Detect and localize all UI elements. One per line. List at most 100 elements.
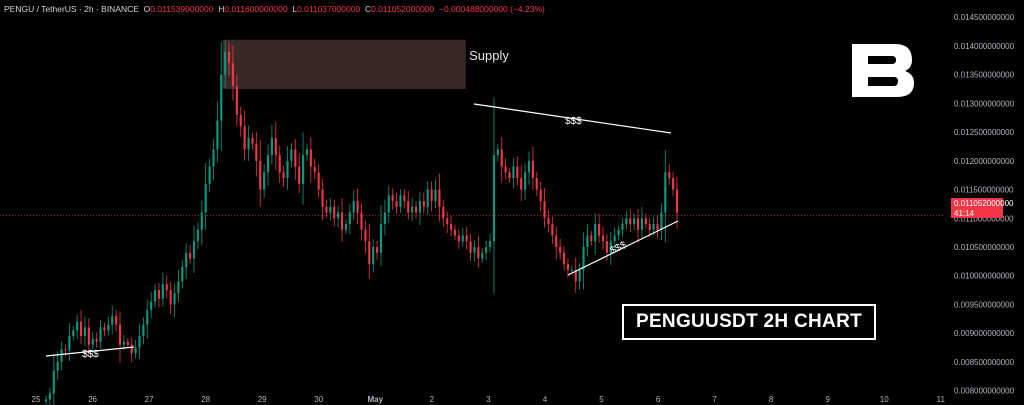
candle-body[interactable] [566, 264, 570, 270]
candle-body[interactable] [247, 137, 250, 150]
candle-body[interactable] [531, 160, 534, 179]
candle-body[interactable] [543, 201, 546, 219]
candle-body[interactable] [617, 229, 620, 236]
candle-body[interactable] [340, 212, 344, 230]
candle-body[interactable] [520, 178, 523, 190]
candle-body[interactable] [675, 189, 679, 213]
candle-body[interactable] [426, 189, 429, 207]
candle-body[interactable] [644, 218, 647, 225]
trendline-left-liquidity[interactable] [45, 346, 135, 357]
candle-body[interactable] [590, 235, 593, 242]
candle-body[interactable] [485, 247, 488, 253]
candle-body[interactable] [376, 247, 379, 253]
candle-body[interactable] [134, 347, 137, 354]
candle-body[interactable] [99, 327, 102, 342]
candle-body[interactable] [278, 155, 281, 173]
candle-body[interactable] [282, 172, 285, 179]
candle-body[interactable] [270, 137, 273, 156]
candle-body[interactable] [465, 235, 468, 242]
candle-body[interactable] [586, 235, 589, 248]
candle-body[interactable] [488, 241, 492, 248]
candle-body[interactable] [562, 252, 566, 265]
candle-body[interactable] [208, 166, 211, 184]
candle-body[interactable] [274, 137, 277, 156]
candle-body[interactable] [177, 281, 180, 293]
candle-body[interactable] [169, 290, 172, 305]
candle-body[interactable] [524, 172, 527, 190]
candle-body[interactable] [72, 330, 75, 337]
candle-body[interactable] [403, 195, 406, 202]
candle-body[interactable] [302, 155, 305, 184]
candle-body[interactable] [231, 63, 235, 87]
candle-body[interactable] [648, 224, 651, 230]
candle-body[interactable] [578, 270, 581, 282]
candle-body[interactable] [364, 229, 367, 242]
candle-body[interactable] [337, 212, 340, 219]
candle-body[interactable] [450, 224, 453, 230]
candle-body[interactable] [372, 247, 375, 265]
candle-body[interactable] [189, 252, 192, 259]
candle-body[interactable] [115, 315, 118, 325]
candle-body[interactable] [625, 218, 628, 225]
candle-body[interactable] [391, 195, 394, 202]
candle-body[interactable] [118, 324, 122, 345]
candle-body[interactable] [251, 137, 254, 144]
candle-body[interactable] [461, 235, 464, 242]
candle-body[interactable] [146, 310, 149, 325]
candle-body[interactable] [559, 247, 562, 253]
candle-body[interactable] [594, 224, 597, 242]
candle-body[interactable] [352, 201, 355, 213]
candle-body[interactable] [325, 206, 328, 213]
candle-body[interactable] [204, 183, 207, 213]
candle-body[interactable] [153, 290, 157, 302]
candle-body[interactable] [107, 324, 110, 331]
candle-body[interactable] [212, 149, 215, 167]
candle-body[interactable] [68, 336, 71, 351]
candle-body[interactable] [621, 224, 624, 230]
candle-body[interactable] [305, 149, 309, 156]
candle-body[interactable] [227, 51, 231, 64]
candle-body[interactable] [442, 206, 445, 219]
candle-body[interactable] [418, 201, 421, 213]
candle-body[interactable] [605, 241, 608, 253]
candle-body[interactable] [656, 224, 659, 230]
candle-body[interactable] [414, 206, 418, 213]
candle-body[interactable] [504, 166, 507, 173]
candle-body[interactable] [344, 224, 347, 230]
candle-body[interactable] [259, 160, 262, 190]
price-axis[interactable]: 0.014500000000 0.014000000000 0.0135000000… [954, 13, 1015, 395]
time-axis[interactable]: 25 26 27 28 29 30 May 2 3 4 5 6 7 8 9 10 11 [32, 395, 946, 404]
candle-body[interactable] [547, 218, 550, 225]
candle-body[interactable] [56, 361, 59, 371]
candle-body[interactable] [574, 270, 577, 282]
candle-body[interactable] [640, 218, 644, 230]
candle-body[interactable] [181, 267, 184, 282]
candle-body[interactable] [216, 120, 219, 150]
candle-body[interactable] [672, 178, 675, 190]
candle-body[interactable] [609, 241, 612, 253]
candle-body[interactable] [64, 349, 67, 351]
candle-body[interactable] [356, 201, 359, 213]
candle-body[interactable] [469, 241, 472, 253]
candle-body[interactable] [383, 212, 386, 225]
candle-body[interactable] [103, 327, 106, 331]
candle-body[interactable] [570, 270, 573, 271]
candle-body[interactable] [481, 252, 484, 259]
candle-body[interactable] [453, 229, 457, 236]
trendline-top-liquidity[interactable] [473, 103, 672, 134]
candle-body[interactable] [492, 155, 496, 242]
candle-body[interactable] [150, 301, 153, 311]
candle-body[interactable] [500, 149, 503, 167]
candle-body[interactable] [317, 172, 320, 190]
candle-body[interactable] [224, 51, 227, 75]
candle-body[interactable] [527, 160, 531, 173]
candle-body[interactable] [582, 247, 585, 270]
candle-body[interactable] [664, 172, 667, 213]
candle-body[interactable] [446, 218, 449, 225]
candle-body[interactable] [636, 218, 640, 230]
candle-body[interactable] [52, 370, 55, 394]
candle-body[interactable] [173, 292, 176, 305]
candle-body[interactable] [457, 235, 460, 242]
candle-body[interactable] [91, 338, 94, 345]
candle-body[interactable] [185, 252, 188, 268]
